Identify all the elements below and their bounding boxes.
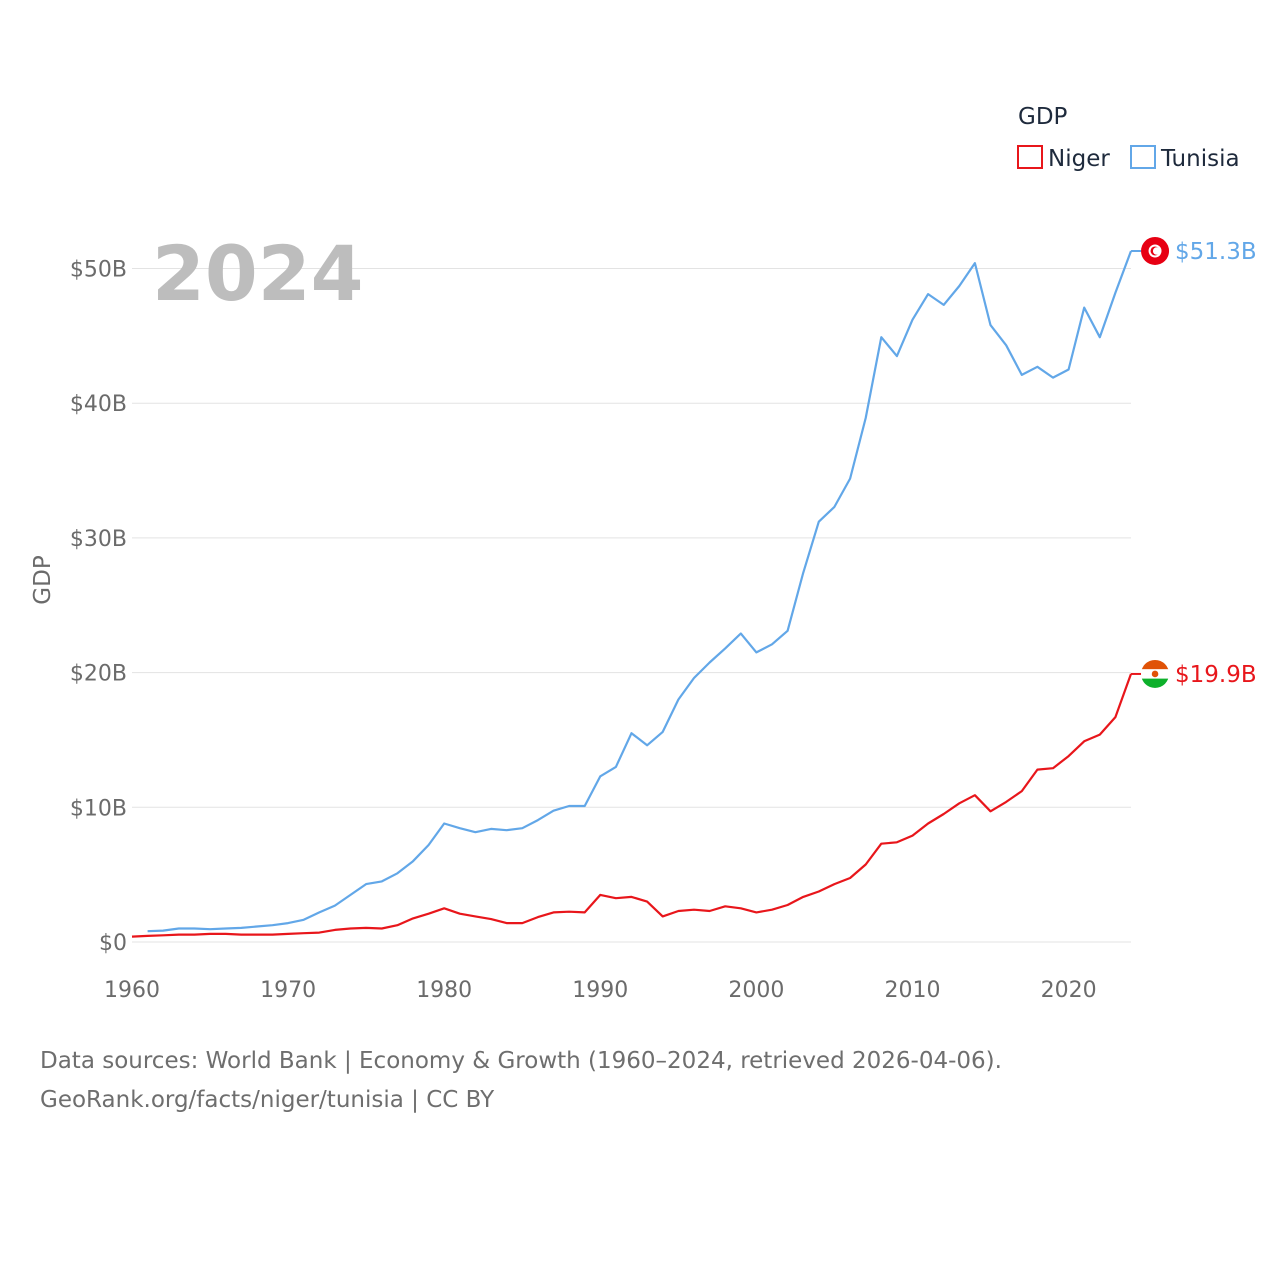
y-tick-label: $50B (70, 258, 127, 283)
legend-title: GDP (1018, 104, 1068, 130)
y-tick-label: $0 (99, 931, 127, 956)
legend-label-tunisia: Tunisia (1160, 146, 1240, 172)
end-value-label-niger: $19.9B (1175, 662, 1257, 688)
series-lines (131, 250, 1133, 938)
x-tick-label: 1970 (260, 978, 316, 1003)
end-value-label-tunisia: $51.3B (1175, 239, 1257, 265)
legend-swatch-niger (1017, 145, 1043, 169)
legend-swatch-tunisia (1130, 145, 1156, 169)
y-axis-label: GDP (30, 555, 56, 605)
x-tick-label: 2010 (885, 978, 941, 1003)
x-tick-label: 2000 (728, 978, 784, 1003)
series-line-tunisia[interactable] (147, 250, 1133, 933)
y-tick-label: $40B (70, 392, 127, 417)
series-end-markers: $19.9B $51.3B (1131, 236, 1257, 688)
legend-label-niger: Niger (1048, 146, 1110, 172)
x-tick-label: 2020 (1041, 978, 1097, 1003)
legend-item-tunisia[interactable]: Tunisia (1130, 145, 1240, 172)
x-tick-label: 1980 (416, 978, 472, 1003)
legend: GDP Niger Tunisia (1017, 104, 1240, 172)
gridlines (132, 268, 1131, 943)
niger-flag-icon (1141, 659, 1170, 688)
x-tick-label: 1960 (104, 978, 160, 1003)
year-label: 2024 (152, 229, 364, 318)
tunisia-flag-icon (1141, 236, 1170, 265)
x-tick-label: 1990 (572, 978, 628, 1003)
data-source-note: Data sources: World Bank | Economy & Gro… (40, 1042, 1002, 1120)
legend-item-niger[interactable]: Niger (1017, 145, 1110, 172)
source-line-2[interactable]: GeoRank.org/facts/niger/tunisia | CC BY (40, 1087, 495, 1113)
y-tick-label: $30B (70, 527, 127, 552)
y-tick-label: $20B (70, 662, 127, 687)
y-tick-label: $10B (70, 796, 127, 821)
y-axis-ticks: $0 $10B $20B $30B $40B $50B (70, 258, 127, 957)
x-axis-ticks: 1960 1970 1980 1990 2000 2010 2020 (104, 978, 1097, 1003)
series-line-niger[interactable] (131, 673, 1133, 938)
source-line-1: Data sources: World Bank | Economy & Gro… (40, 1048, 1002, 1074)
